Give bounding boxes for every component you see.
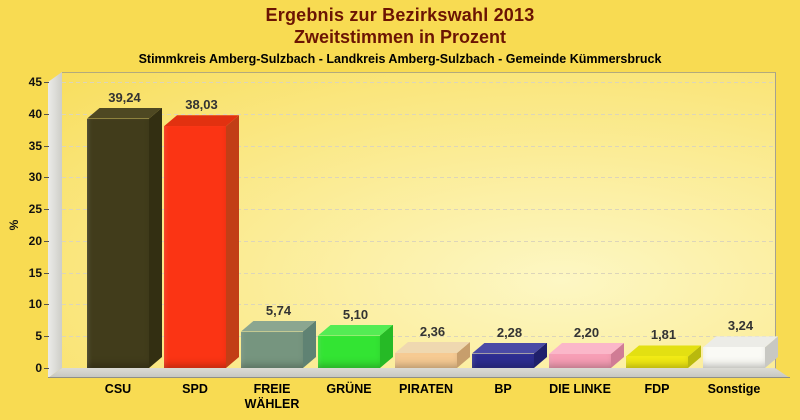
y-tick-label: 10 — [28, 297, 42, 312]
y-tick-label: 40 — [28, 106, 42, 121]
x-axis-line — [48, 377, 790, 378]
y-tick-label: 35 — [28, 138, 42, 153]
bar-top-face — [164, 115, 239, 127]
bar-front-face — [703, 347, 765, 368]
gridline — [62, 209, 775, 211]
category-label: PIRATEN — [399, 382, 453, 396]
bar-front-face — [241, 331, 303, 368]
category-label: SPD — [182, 382, 208, 396]
gridline — [62, 336, 775, 338]
bar-front-face — [318, 335, 380, 368]
bar-top-face — [472, 342, 547, 354]
category-label: CSU — [104, 382, 132, 396]
y-tick-mark — [44, 145, 49, 147]
left-wall-3d — [48, 72, 62, 378]
y-tick-mark — [44, 177, 49, 179]
bar-front-face — [395, 353, 457, 368]
category-label: GRÜNE — [326, 382, 372, 396]
category-label: DIE LINKE — [549, 382, 611, 396]
y-tick-label: 25 — [28, 202, 42, 217]
chart-title-line1: Ergebnis zur Bezirkswahl 2013 — [265, 5, 535, 25]
bar-front-face — [164, 126, 226, 368]
y-tick-label: 30 — [28, 170, 42, 185]
chart-title-line2: Zweitstimmen in Prozent — [293, 27, 507, 47]
bar-value-label: 2,28 — [496, 324, 523, 340]
bar-value-label: 3,24 — [727, 318, 754, 334]
y-tick-mark — [44, 304, 49, 306]
bar-top-face — [241, 320, 316, 332]
bar-top-face — [318, 324, 393, 336]
bar-front-face — [472, 353, 534, 368]
bar-side-face — [226, 115, 239, 368]
category-label: FREIE WÄHLER — [244, 382, 300, 411]
y-tick-mark — [44, 240, 49, 242]
y-tick-mark — [44, 368, 49, 369]
gridline — [62, 145, 775, 147]
bar-value-label: 2,20 — [573, 325, 600, 341]
bar-side-face — [380, 325, 393, 368]
bar-value-label: 5,10 — [342, 306, 369, 322]
y-tick-mark — [44, 272, 49, 274]
bar-front-face — [626, 356, 688, 368]
y-tick-mark — [44, 82, 49, 83]
bar-side-face — [303, 321, 316, 368]
y-tick-label: 5 — [35, 329, 42, 344]
bar-top-face — [549, 343, 624, 355]
bar-top-face — [395, 342, 470, 353]
bar-top-face — [87, 107, 162, 119]
bar-value-label: 2,36 — [419, 324, 446, 339]
y-tick-mark — [44, 209, 49, 211]
bar-top-face — [703, 336, 778, 348]
gridline — [62, 304, 775, 306]
gridline — [62, 113, 775, 115]
y-tick-label: 15 — [28, 265, 42, 280]
category-label: Sonstige — [707, 382, 761, 396]
gridline — [62, 82, 775, 83]
floor-3d — [48, 368, 790, 378]
bar-front-face — [87, 118, 149, 368]
gridline — [62, 177, 775, 179]
y-tick-mark — [44, 113, 49, 115]
bar-side-face — [149, 108, 162, 368]
bar-value-label: 1,81 — [650, 327, 677, 343]
bar-top-face — [626, 345, 701, 357]
bar-value-label: 39,24 — [108, 89, 141, 105]
chart-subtitle: Stimmkreis Amberg-Sulzbach - Landkreis A… — [138, 52, 662, 66]
y-tick-mark — [44, 336, 49, 338]
y-tick-label: 20 — [28, 233, 42, 248]
gridline — [62, 272, 775, 274]
bar-value-label: 38,03 — [185, 97, 218, 113]
category-label: FDP — [644, 382, 670, 396]
y-tick-label: 0 — [35, 361, 42, 375]
gridline — [62, 240, 775, 242]
y-tick-label: 45 — [28, 75, 42, 89]
category-label: BP — [494, 382, 512, 396]
bar-front-face — [549, 354, 611, 368]
bar-value-label: 5,74 — [265, 302, 292, 318]
